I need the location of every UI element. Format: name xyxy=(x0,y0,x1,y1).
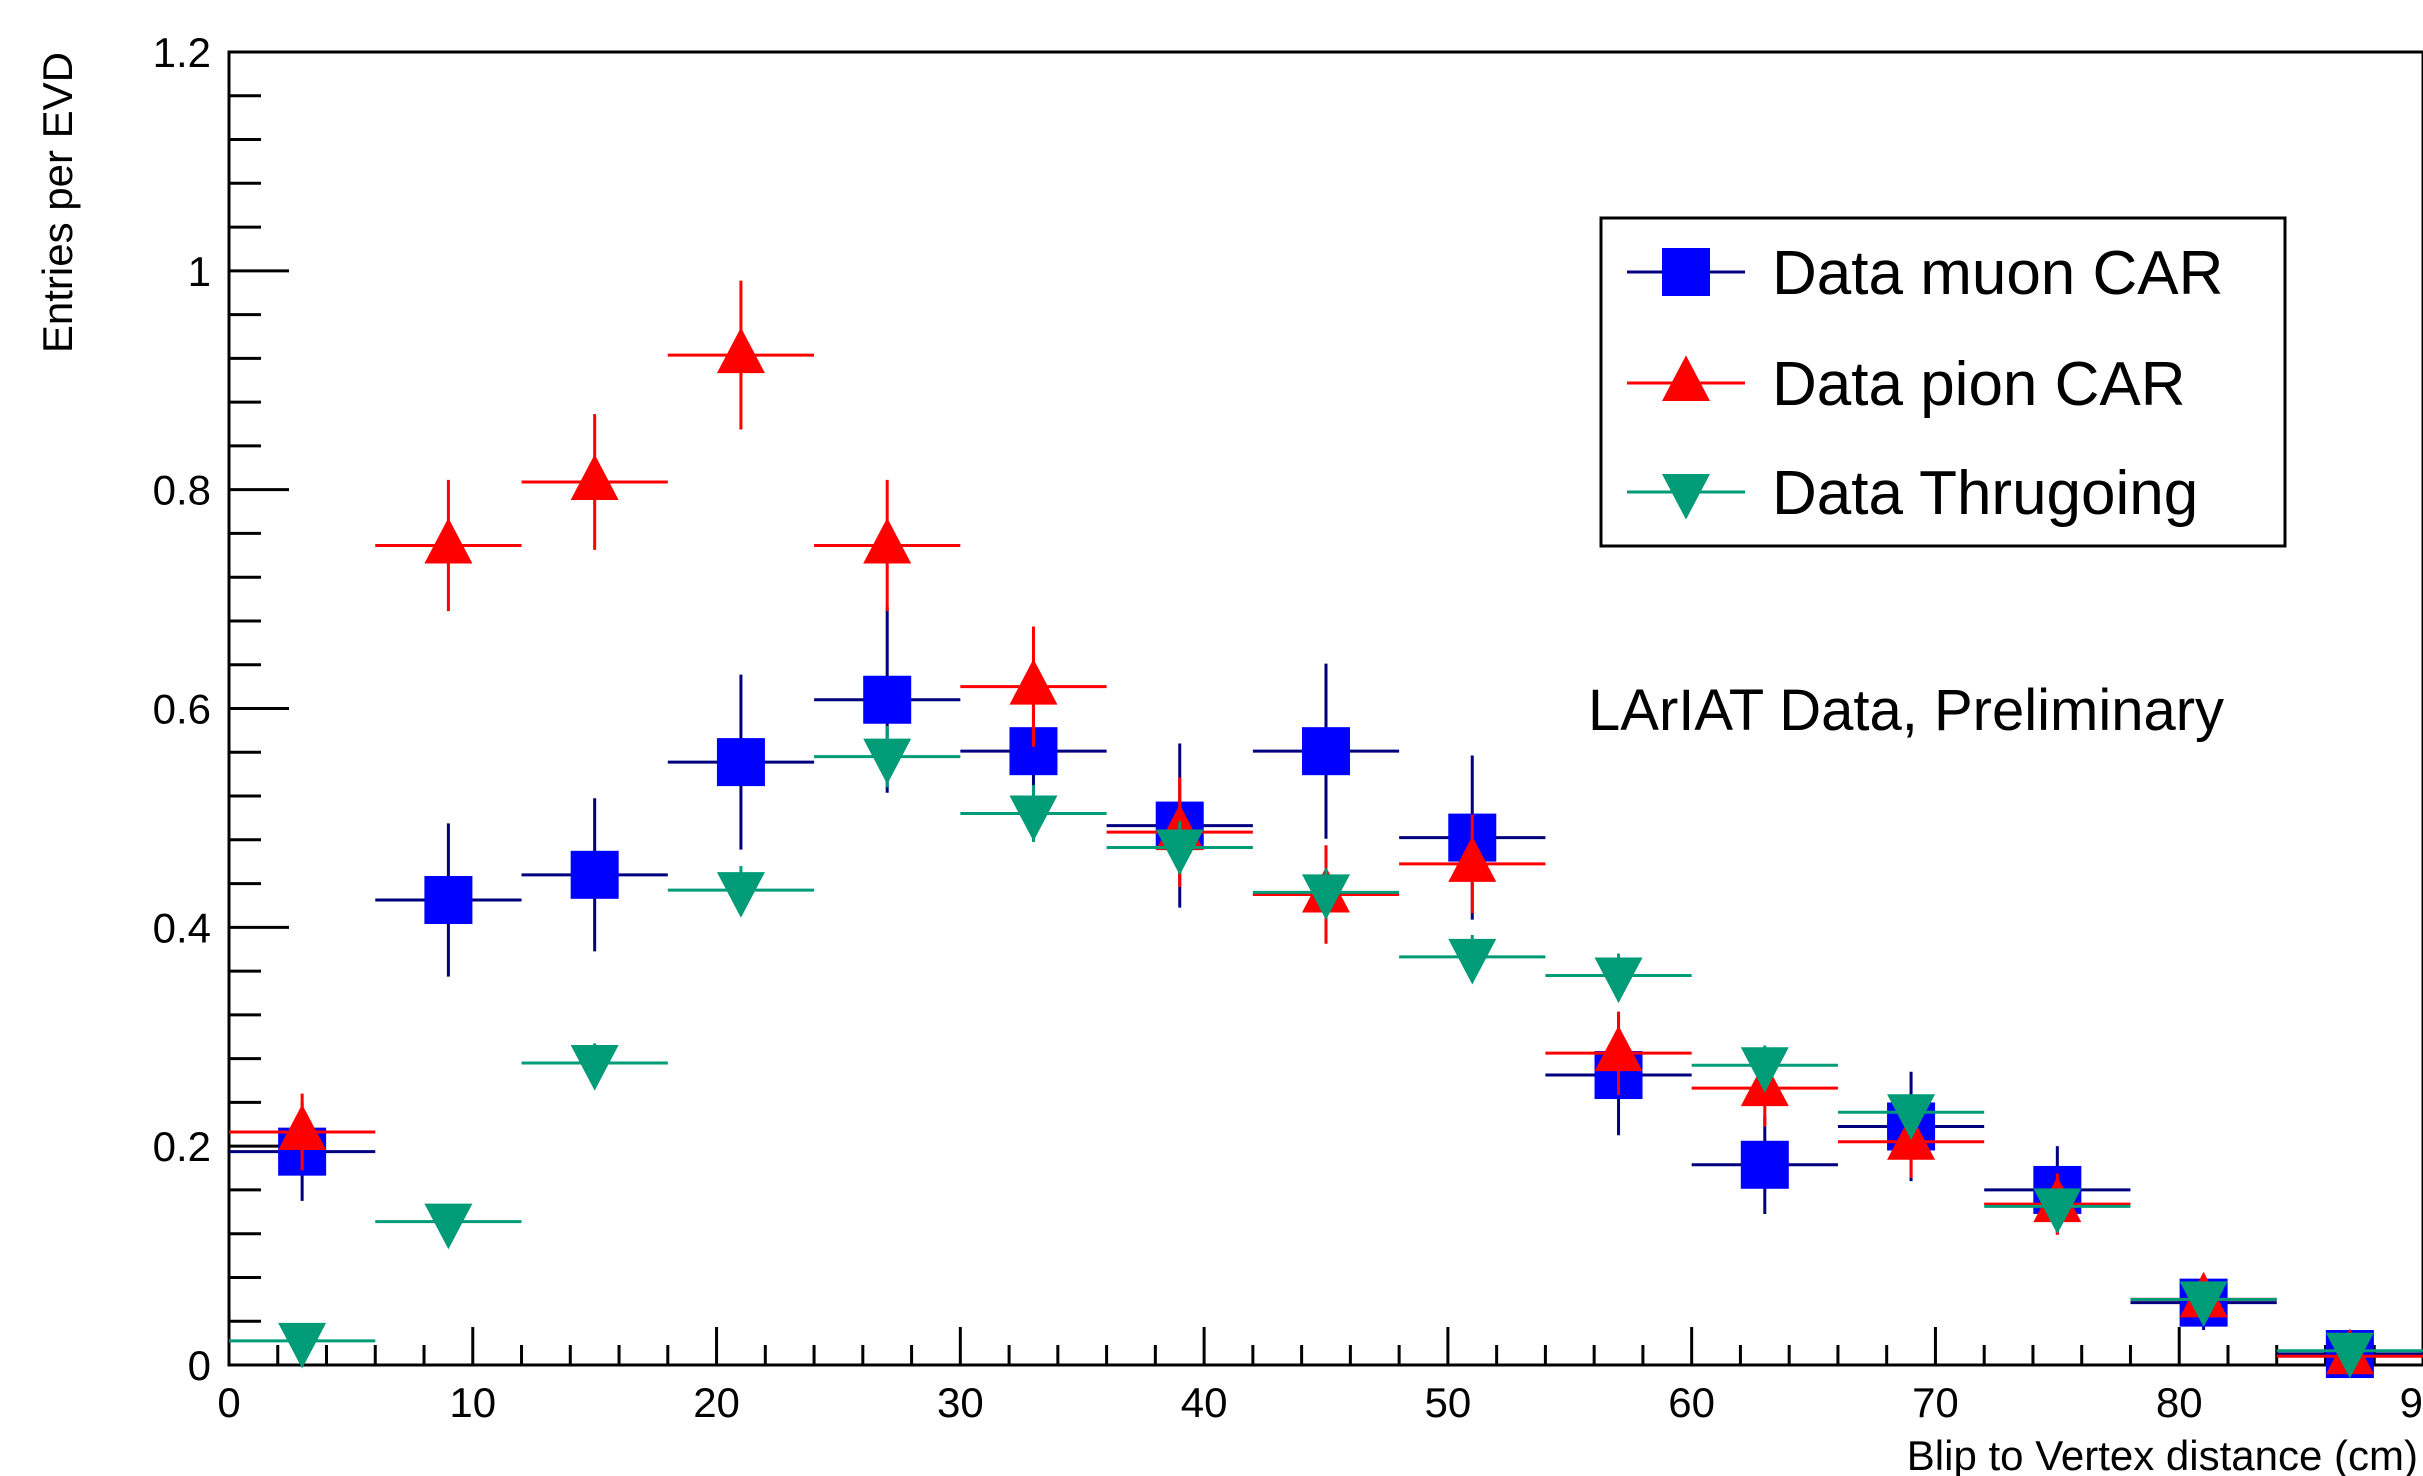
data-point xyxy=(570,454,619,501)
data-point xyxy=(1009,659,1058,705)
x-tick-label: 30 xyxy=(937,1379,984,1426)
x-tick-label: 20 xyxy=(693,1379,740,1426)
data-point xyxy=(1448,836,1497,882)
data-point xyxy=(2325,1332,2374,1379)
y-tick-label: 0.4 xyxy=(153,904,211,951)
y-axis: 0 0.2 0.4 0.6 0.8 1 1.2 xyxy=(153,29,289,1389)
legend-label: Data pion CAR xyxy=(1772,350,2186,419)
series-3 xyxy=(229,726,2423,1379)
data-point xyxy=(424,1203,473,1250)
legend-marker xyxy=(1662,355,1710,401)
data-point xyxy=(1302,727,1350,776)
x-axis-title: Blip to Vertex distance (cm) xyxy=(1907,1432,2418,1476)
y-axis-title: Entries per EVD xyxy=(34,52,81,353)
x-tick-label: 80 xyxy=(2156,1379,2203,1426)
data-point xyxy=(716,327,765,374)
data-point xyxy=(1009,795,1058,842)
data-point xyxy=(570,850,619,899)
x-tick-label: 90 xyxy=(2400,1379,2423,1426)
x-tick-label: 50 xyxy=(1425,1379,1472,1426)
legend: Data muon CAR Data pion CAR Data Thrugoing xyxy=(1599,216,2287,548)
data-point xyxy=(570,1045,619,1091)
y-tick-label: 0.2 xyxy=(153,1123,211,1170)
legend-label: Data muon CAR xyxy=(1772,239,2223,308)
legend-label: Data Thrugoing xyxy=(1772,459,2198,528)
data-point xyxy=(1155,829,1204,876)
data-point xyxy=(1740,1140,1789,1189)
data-point xyxy=(1594,957,1643,1004)
data-point xyxy=(716,738,765,787)
data-point xyxy=(424,517,473,564)
legend-entry-3: Data Thrugoing xyxy=(1627,459,2198,528)
series-layer xyxy=(229,280,2423,1379)
data-point xyxy=(278,1104,327,1150)
x-tick-label: 10 xyxy=(449,1379,496,1426)
data-point xyxy=(863,517,912,564)
data-point xyxy=(278,1322,327,1369)
x-tick-label: 0 xyxy=(217,1379,240,1426)
data-point xyxy=(863,738,912,785)
legend-entry-1: Data muon CAR xyxy=(1627,239,2223,308)
annotation-preliminary: LArIAT Data, Preliminary xyxy=(1588,678,2224,743)
data-point xyxy=(1302,874,1350,920)
legend-entry-2: Data pion CAR xyxy=(1627,350,2186,419)
data-point xyxy=(2033,1188,2082,1234)
legend-marker xyxy=(1662,248,1710,296)
x-tick-label: 40 xyxy=(1181,1379,1228,1426)
data-point xyxy=(424,875,473,924)
x-axis: 0 10 20 30 40 50 60 70 80 90 xyxy=(217,1327,2423,1426)
data-point xyxy=(1740,1047,1789,1093)
y-tick-label: 0 xyxy=(188,1342,211,1389)
y-tick-label: 1 xyxy=(188,248,211,295)
y-tick-label: 0.6 xyxy=(153,686,211,733)
x-tick-label: 70 xyxy=(1912,1379,1959,1426)
data-point xyxy=(2179,1281,2228,1327)
data-point xyxy=(1887,1094,1936,1140)
data-point xyxy=(716,872,765,918)
data-point xyxy=(1448,938,1497,985)
legend-marker xyxy=(1662,474,1710,520)
data-point xyxy=(863,675,912,724)
y-tick-label: 1.2 xyxy=(153,29,211,76)
series-2 xyxy=(229,280,2423,1375)
x-tick-label: 60 xyxy=(1668,1379,1715,1426)
data-point xyxy=(1594,1025,1643,1072)
y-tick-label: 0.8 xyxy=(153,467,211,514)
